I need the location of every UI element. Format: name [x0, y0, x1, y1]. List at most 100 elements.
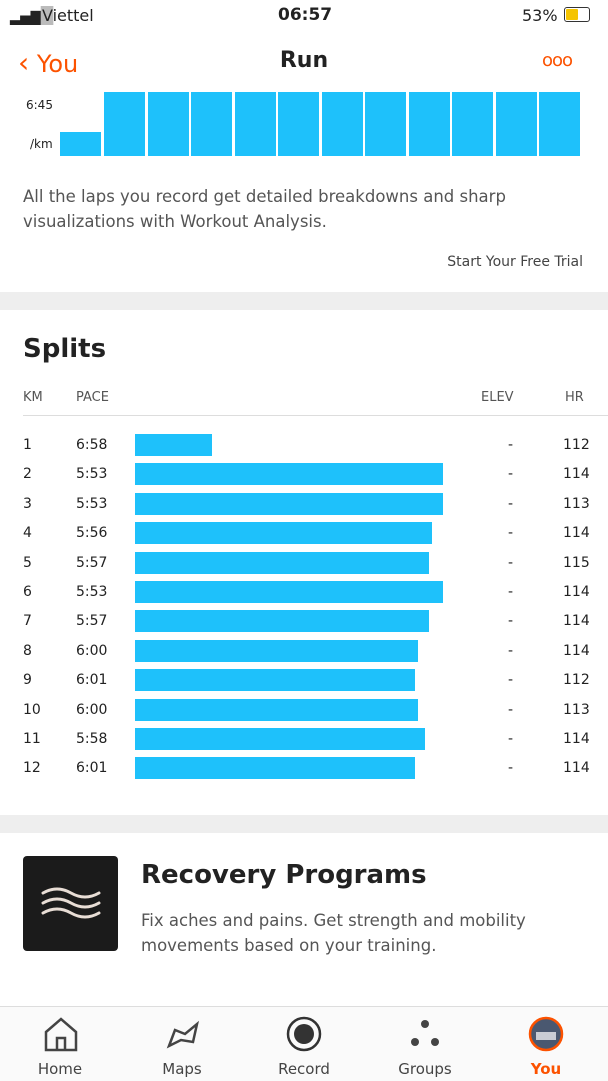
split-hr: 114	[563, 731, 590, 747]
split-elev: -	[508, 525, 514, 542]
back-button[interactable]: ‹ You	[18, 46, 79, 79]
split-km: 12	[23, 760, 41, 777]
tab-item[interactable]: Record	[278, 1060, 330, 1078]
home-icon	[44, 1017, 78, 1052]
laps-section: 6:45 /km All the laps you record get det…	[0, 92, 608, 292]
split-hr: 114	[563, 642, 590, 659]
split-elev: -	[508, 437, 514, 453]
header-rule	[23, 415, 608, 416]
lap-bar	[452, 92, 493, 156]
tab-item[interactable]: Maps	[162, 1060, 202, 1078]
split-km: 1	[23, 437, 32, 453]
split-hr: 114	[563, 584, 590, 600]
split-hr: 113	[563, 495, 590, 512]
recovery-icon	[23, 856, 118, 951]
carrier: Viettel	[42, 6, 94, 25]
split-pace: 5:57	[76, 613, 108, 630]
tab-item[interactable]: Home	[37, 1060, 83, 1078]
split-elev: -	[508, 701, 514, 718]
pace-bar	[135, 434, 213, 456]
laps-description: All the laps you record get detailed bre…	[23, 187, 506, 231]
clock: 06:57	[278, 5, 333, 25]
page-title: Run	[279, 48, 329, 73]
split-pace: 6:01	[76, 760, 108, 777]
column-header: KM	[23, 390, 43, 405]
tab-item[interactable]: Groups	[398, 1060, 452, 1078]
split-elev: -	[508, 554, 514, 571]
recovery-description: Fix aches and pains. Get strength and mo…	[141, 911, 526, 955]
pace-bar	[135, 757, 415, 780]
lap-bar	[495, 92, 537, 156]
more-menu[interactable]: ooo	[542, 50, 573, 71]
pace-bar	[135, 492, 443, 515]
split-km: 10	[23, 701, 41, 718]
split-row: 8 6:00 - 114	[0, 637, 608, 666]
pace-bar	[135, 581, 443, 603]
split-row: 12 6:01 - 114	[0, 754, 608, 783]
split-elev: -	[508, 731, 514, 747]
pace-bar	[135, 698, 419, 721]
split-row: 11 5:58 - 114	[0, 725, 608, 754]
split-km: 3	[23, 495, 32, 512]
split-elev: -	[508, 466, 514, 483]
laps-axis-unit: /km	[30, 137, 53, 151]
tab-item[interactable]: You	[530, 1060, 562, 1078]
back-label: You	[36, 50, 79, 78]
pace-bar	[135, 669, 415, 692]
split-km: 6	[23, 584, 32, 600]
lap-bar	[365, 92, 406, 156]
lap-bar	[234, 92, 276, 156]
split-row: 7 5:57 - 114	[0, 607, 608, 636]
split-km: 7	[23, 613, 32, 630]
split-elev: -	[508, 584, 514, 600]
split-pace: 6:00	[76, 642, 108, 659]
split-km: 4	[23, 525, 32, 542]
record-icon	[286, 1016, 322, 1052]
column-header: PACE	[76, 390, 109, 405]
split-hr: 114	[563, 613, 590, 630]
split-pace: 6:01	[76, 672, 108, 689]
split-row: 10 6:00 - 113	[0, 696, 608, 725]
split-row: 1 6:58 - 112	[0, 431, 608, 460]
split-elev: -	[508, 495, 514, 512]
lap-bar	[321, 92, 363, 156]
free-trial-link[interactable]: Start Your Free Trial	[447, 254, 583, 270]
signal: ▂▄▆█	[10, 6, 54, 25]
pace-bar	[135, 522, 433, 545]
column-header: ELEV	[481, 390, 514, 405]
split-pace: 5:57	[76, 554, 108, 571]
split-elev: -	[508, 760, 514, 777]
split-pace: 5:56	[76, 525, 108, 542]
split-row: 2 5:53 - 114	[0, 460, 608, 489]
pace-bar	[135, 551, 429, 574]
maps-icon	[166, 1020, 200, 1049]
split-hr: 114	[563, 525, 590, 542]
split-elev: -	[508, 613, 514, 630]
split-row: 3 5:53 - 113	[0, 490, 608, 519]
groups-icon	[411, 1020, 439, 1046]
section-divider	[0, 815, 608, 833]
split-hr: 113	[563, 701, 590, 718]
recovery-title: Recovery Programs	[141, 860, 427, 890]
split-row: 5 5:57 - 115	[0, 549, 608, 578]
split-km: 8	[23, 642, 32, 659]
split-row: 9 6:01 - 112	[0, 666, 608, 695]
split-elev: -	[508, 672, 514, 689]
split-row: 4 5:56 - 114	[0, 519, 608, 548]
lap-bar	[191, 92, 232, 156]
split-row: 6 5:53 - 114	[0, 578, 608, 607]
split-km: 9	[23, 672, 32, 689]
split-pace: 6:58	[76, 437, 108, 453]
split-pace: 5:53	[76, 495, 108, 512]
pace-bar	[135, 463, 443, 486]
lap-bar	[147, 92, 189, 156]
split-hr: 114	[563, 760, 590, 777]
lap-bar	[60, 132, 101, 156]
split-km: 2	[23, 466, 32, 483]
splits-title: Splits	[23, 334, 107, 364]
pace-bar	[135, 639, 419, 662]
split-pace: 6:00	[76, 701, 108, 718]
pace-bar	[135, 610, 429, 633]
split-hr: 114	[563, 466, 590, 483]
